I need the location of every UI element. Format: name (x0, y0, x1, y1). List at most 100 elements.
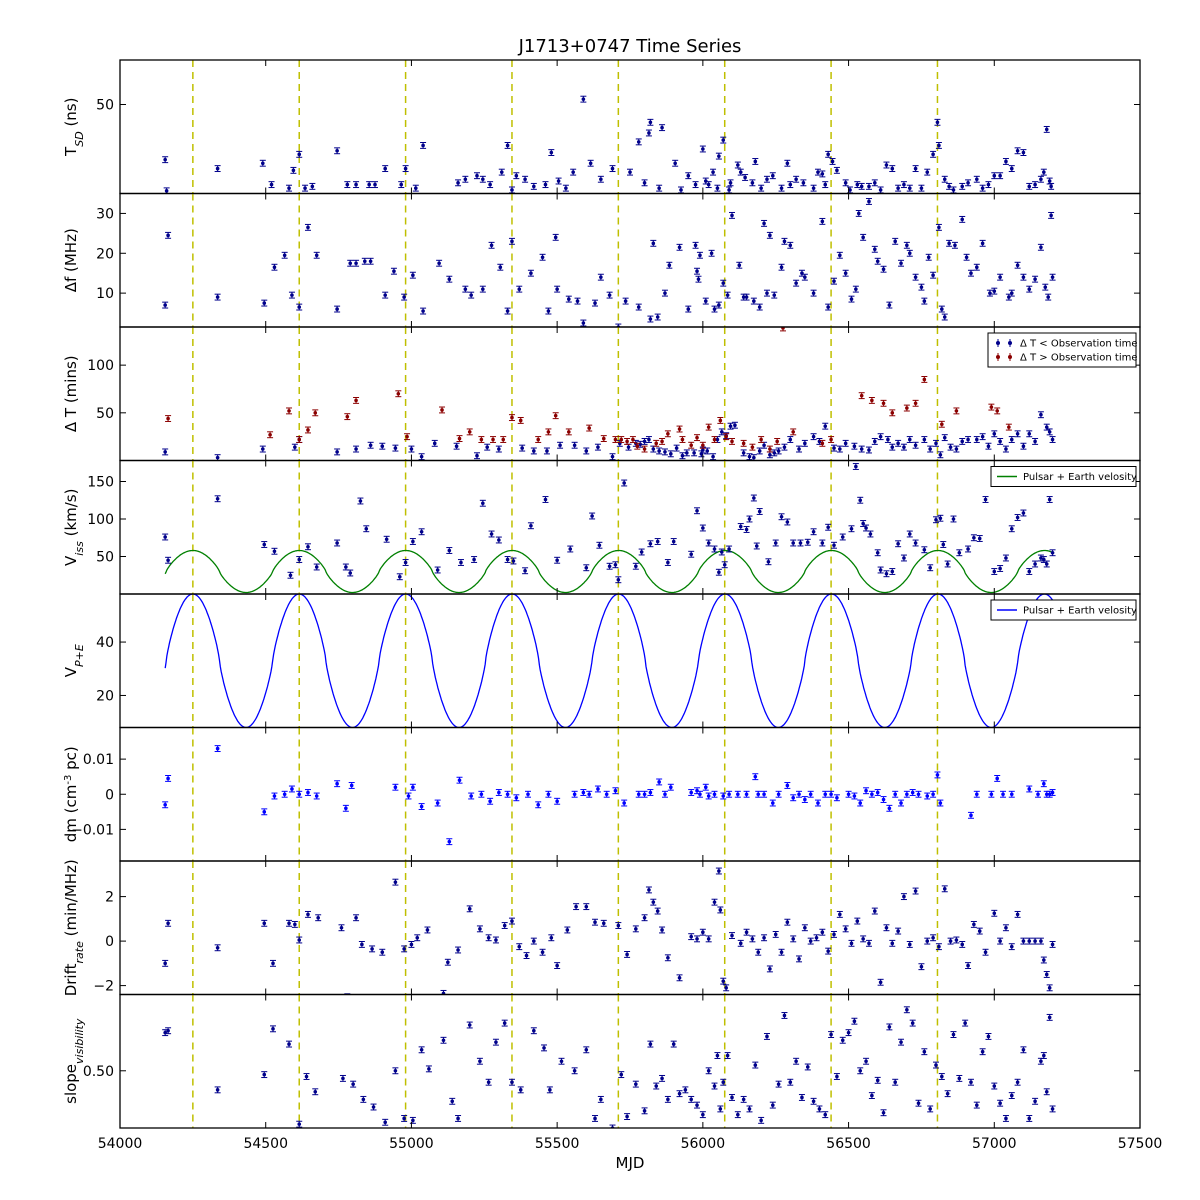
point-dt-0-88 (986, 444, 991, 448)
point-dm-0-30 (572, 792, 577, 797)
point-dt-0-100 (1050, 437, 1055, 442)
point-dm-0-20 (469, 794, 473, 798)
point-tsd-0-85 (867, 184, 871, 189)
point-df-0-80 (832, 279, 836, 283)
point-dm-0-6 (290, 787, 294, 791)
point-dm-0-31 (581, 790, 586, 795)
point-drift-0-79 (843, 927, 848, 931)
point-tsd-0-56 (715, 186, 720, 190)
point-dm-0-42 (669, 785, 673, 790)
point-tsd-0-80 (835, 168, 839, 173)
point-tsd-0-81 (843, 181, 848, 185)
ytick-label-viss-0: 50 (96, 550, 114, 566)
point-dt-1-60 (954, 409, 959, 413)
point-df-0-30 (529, 271, 533, 276)
point-drift-0-11 (346, 995, 350, 999)
point-tsd-0-94 (919, 186, 924, 190)
point-tsd-0-65 (753, 159, 758, 164)
point-dt-0-35 (674, 446, 679, 450)
point-viss-0-93 (951, 517, 956, 521)
point-df-0-71 (779, 265, 784, 270)
point-viss-0-59 (754, 544, 759, 548)
point-dt-0-44 (720, 430, 724, 434)
point-viss-0-75 (858, 498, 863, 503)
point-viss-0-53 (722, 562, 727, 567)
point-dt-1-43 (741, 441, 746, 446)
point-viss-0-35 (597, 543, 602, 548)
point-viss-0-16 (403, 560, 408, 565)
point-df-0-103 (942, 315, 947, 319)
point-drift-0-103 (983, 950, 988, 955)
point-viss-0-92 (945, 562, 950, 566)
point-dt-0-2 (261, 447, 265, 451)
point-dm-0-26 (526, 792, 530, 797)
point-slope-0-114 (1047, 1015, 1052, 1020)
point-drift-0-43 (634, 927, 638, 931)
point-df-0-70 (772, 293, 777, 297)
point-tsd-0-50 (686, 173, 691, 178)
point-drift-0-94 (931, 935, 935, 940)
point-df-0-79 (826, 305, 830, 309)
legend-label-dt-1: Δ T > Observation time (1020, 353, 1138, 364)
point-viss-0-110 (1047, 497, 1052, 502)
point-df-0-100 (931, 273, 935, 277)
point-dt-0-99 (1047, 430, 1052, 434)
point-viss-0-66 (798, 541, 803, 545)
point-dt-0-1 (215, 455, 220, 460)
point-dt-0-43 (715, 437, 720, 442)
point-dt-0-36 (680, 453, 685, 458)
point-dt-0-82 (948, 445, 953, 449)
point-tsd-0-24 (488, 182, 492, 187)
point-slope-0-59 (736, 1112, 740, 1117)
legend-marker-b-dt-0 (1008, 341, 1012, 345)
point-drift-0-76 (826, 949, 830, 953)
point-viss-0-109 (1044, 562, 1049, 566)
point-slope-0-104 (998, 1101, 1002, 1106)
y-axis-label-dt: Δ T (mins) (62, 355, 80, 432)
point-tsd-0-31 (543, 182, 548, 187)
point-viss-0-2 (215, 496, 220, 501)
point-slope-0-61 (747, 1107, 752, 1111)
point-viss-0-99 (992, 569, 997, 574)
point-df-0-20 (437, 261, 441, 266)
point-tsd-0-95 (925, 170, 930, 174)
point-drift-0-108 (1015, 912, 1020, 917)
point-drift-0-75 (820, 930, 825, 934)
point-dt-0-92 (1009, 437, 1014, 442)
point-slope-0-73 (817, 1107, 822, 1111)
point-viss-0-27 (511, 559, 516, 563)
point-drift-0-33 (540, 950, 545, 955)
point-slope-0-49 (689, 1097, 693, 1102)
point-viss-0-90 (938, 516, 943, 521)
point-df-0-110 (980, 241, 985, 246)
legend-label-viss-0: Pulsar + Earth velosity (1023, 472, 1137, 483)
point-viss-0-17 (411, 539, 415, 544)
point-drift-0-70 (791, 937, 795, 941)
point-tsd-0-118 (1047, 179, 1052, 183)
point-dt-0-34 (669, 452, 673, 456)
point-slope-0-15 (402, 1116, 406, 1121)
point-drift-0-107 (1009, 944, 1014, 949)
point-tsd-0-112 (1021, 150, 1026, 155)
point-tsd-0-47 (660, 125, 664, 130)
point-slope-0-57 (725, 1053, 730, 1058)
point-tsd-0-84 (859, 184, 864, 189)
point-dt-1-47 (775, 439, 779, 444)
point-viss-0-44 (666, 560, 670, 565)
point-slope-0-92 (928, 1107, 932, 1111)
point-dt-1-5 (313, 411, 318, 415)
point-slope-0-62 (753, 1063, 758, 1067)
point-dt-0-97 (1039, 412, 1043, 417)
point-viss-0-0 (163, 535, 167, 539)
point-dt-0-52 (762, 443, 766, 448)
point-slope-0-64 (765, 1034, 769, 1039)
point-df-0-26 (498, 265, 503, 270)
point-tsd-0-86 (873, 181, 877, 185)
point-drift-0-100 (966, 963, 970, 968)
point-dm-0-44 (695, 788, 699, 793)
point-slope-0-67 (782, 1013, 787, 1018)
plot-area-viss (162, 460, 1056, 594)
point-dt-1-40 (718, 418, 723, 423)
point-dt-1-13 (479, 437, 484, 442)
point-tsd-0-71 (788, 182, 793, 187)
